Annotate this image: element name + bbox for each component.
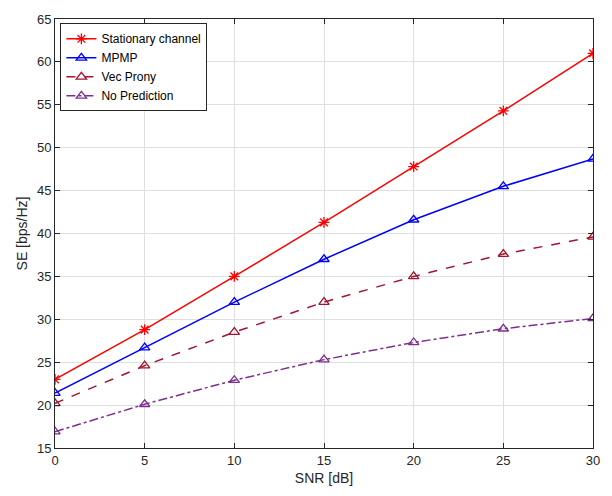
svg-text:60: 60 — [37, 54, 51, 69]
svg-text:Vec Prony: Vec Prony — [101, 70, 156, 84]
svg-text:25: 25 — [496, 453, 510, 468]
svg-text:25: 25 — [37, 355, 51, 370]
svg-text:Stationary channel: Stationary channel — [101, 32, 200, 46]
svg-text:55: 55 — [37, 97, 51, 112]
svg-text:MPMP: MPMP — [101, 51, 137, 65]
svg-text:10: 10 — [227, 453, 241, 468]
svg-text:30: 30 — [586, 453, 600, 468]
svg-text:45: 45 — [37, 183, 51, 198]
svg-text:15: 15 — [317, 453, 331, 468]
svg-text:SE [bps/Hz]: SE [bps/Hz] — [14, 197, 30, 271]
svg-text:35: 35 — [37, 269, 51, 284]
svg-text:5: 5 — [141, 453, 148, 468]
svg-text:20: 20 — [406, 453, 420, 468]
svg-text:65: 65 — [37, 12, 51, 27]
svg-text:15: 15 — [37, 441, 51, 456]
svg-text:30: 30 — [37, 312, 51, 327]
svg-text:SNR [dB]: SNR [dB] — [295, 470, 353, 486]
svg-text:40: 40 — [37, 226, 51, 241]
svg-text:No Prediction: No Prediction — [101, 89, 173, 103]
svg-text:0: 0 — [51, 453, 58, 468]
svg-text:20: 20 — [37, 398, 51, 413]
svg-text:50: 50 — [37, 140, 51, 155]
